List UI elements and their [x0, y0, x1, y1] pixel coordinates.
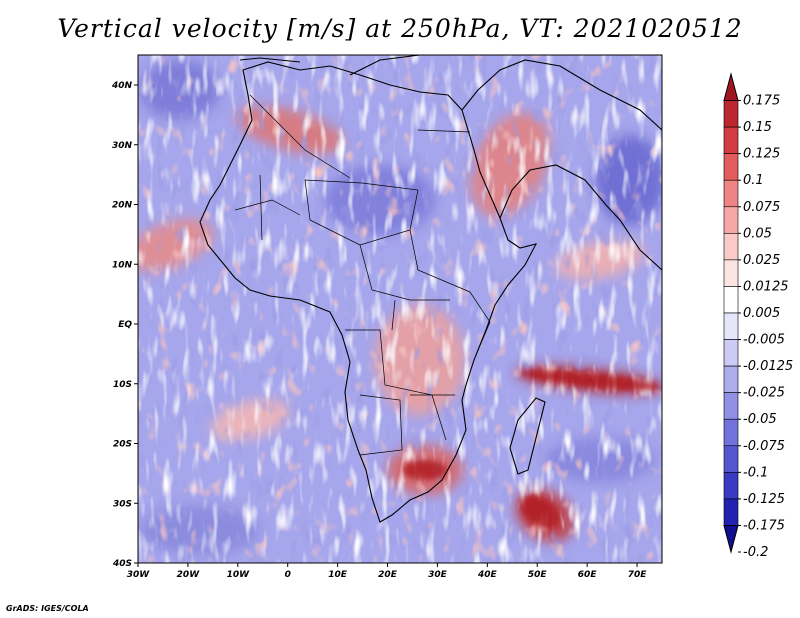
plot-frame — [137, 54, 663, 564]
colorbar-swatch — [723, 153, 739, 181]
colorbar-swatch — [723, 392, 739, 420]
map-title: Vertical velocity [m/s] at 250hPa, VT: 2… — [57, 14, 743, 43]
lon-tick-label: 50E — [528, 570, 548, 580]
colorbar-label: 0.175 — [743, 94, 780, 109]
x-axis: 30W 20W 10W 0 10E 20E 30E 40E 50E 60E 70E — [127, 563, 647, 580]
colorbar-swatch — [723, 339, 739, 367]
colorbar-label: 0.075 — [743, 200, 780, 215]
colorbar-label: 0.1 — [743, 173, 764, 188]
lat-tick-label: 30N — [112, 141, 133, 151]
colorbar-swatch — [723, 498, 739, 526]
colorbar-bottom-arrow — [723, 524, 739, 554]
colorbar-label: -0.125 — [743, 492, 785, 507]
colorbar-label: -0.005 — [743, 333, 785, 348]
lon-tick-label: 0 — [285, 570, 291, 580]
colorbar-label: 0.05 — [743, 226, 772, 241]
colorbar-label: -0.1 — [743, 465, 768, 480]
lat-tick-label: EQ — [118, 320, 132, 330]
colorbar-label: 0.0125 — [743, 279, 789, 294]
colorbar-top-arrow — [723, 72, 739, 102]
colorbar-label: 0.125 — [743, 147, 780, 162]
colorbar-swatch — [723, 179, 739, 208]
lon-tick-label: 70E — [628, 570, 648, 580]
lon-tick-label: 40E — [477, 570, 498, 580]
colorbar-label: 0.15 — [743, 120, 772, 135]
lon-tick-label: 10E — [328, 570, 348, 580]
colorbar-swatch — [723, 418, 739, 447]
lat-tick-label: 10N — [112, 260, 133, 270]
y-axis: 40N 30N 20N 10N EQ 10S 20S 30S 40S — [111, 81, 138, 569]
colorbar-label: -0.2 — [743, 545, 768, 560]
lat-tick-label: 20S — [113, 440, 132, 450]
colorbar-swatch — [723, 126, 739, 154]
colorbar-label: -0.0125 — [743, 359, 793, 374]
colorbar-label: -0.175 — [743, 518, 785, 533]
lat-tick-label: 10S — [113, 380, 132, 390]
coastlines — [199, 55, 662, 523]
grads-credit: GrADS: IGES/COLA — [6, 604, 89, 613]
lon-tick-label: 20E — [378, 570, 398, 580]
colorbar-label: 0.005 — [743, 306, 780, 321]
lon-tick-label: 20W — [177, 570, 201, 580]
lat-tick-label: 40N — [111, 81, 133, 91]
colorbar-swatch — [723, 472, 739, 500]
colorbar-swatch — [723, 206, 739, 234]
colorbar-label: 0.025 — [743, 253, 780, 268]
lat-tick-label: 40S — [112, 559, 132, 569]
colorbar-swatch — [723, 365, 739, 393]
lat-tick-label: 20N — [112, 201, 133, 211]
colorbar-swatch — [723, 286, 739, 314]
lon-tick-label: 30W — [127, 570, 151, 580]
colorbar-swatch — [723, 100, 739, 128]
colorbar-label: -0.025 — [743, 386, 785, 401]
lon-tick-label: 30E — [428, 570, 448, 580]
lat-tick-label: 30S — [113, 499, 132, 509]
colorbar-swatch — [723, 445, 739, 473]
colorbar-swatch — [723, 259, 739, 287]
colorbar-label: -0.05 — [743, 412, 777, 427]
country-borders — [234, 94, 491, 456]
colorbar-swatch — [723, 312, 739, 340]
velocity-field — [138, 55, 662, 563]
colorbar: 0.175 0.15 0.125 0.1 0.075 0.05 0.025 0.0125 0.0… — [723, 72, 793, 560]
lon-tick-label: 10W — [227, 570, 251, 580]
colorbar-label: -0.075 — [743, 439, 785, 454]
colorbar-swatch — [723, 233, 739, 261]
lon-tick-label: 60E — [578, 570, 598, 580]
